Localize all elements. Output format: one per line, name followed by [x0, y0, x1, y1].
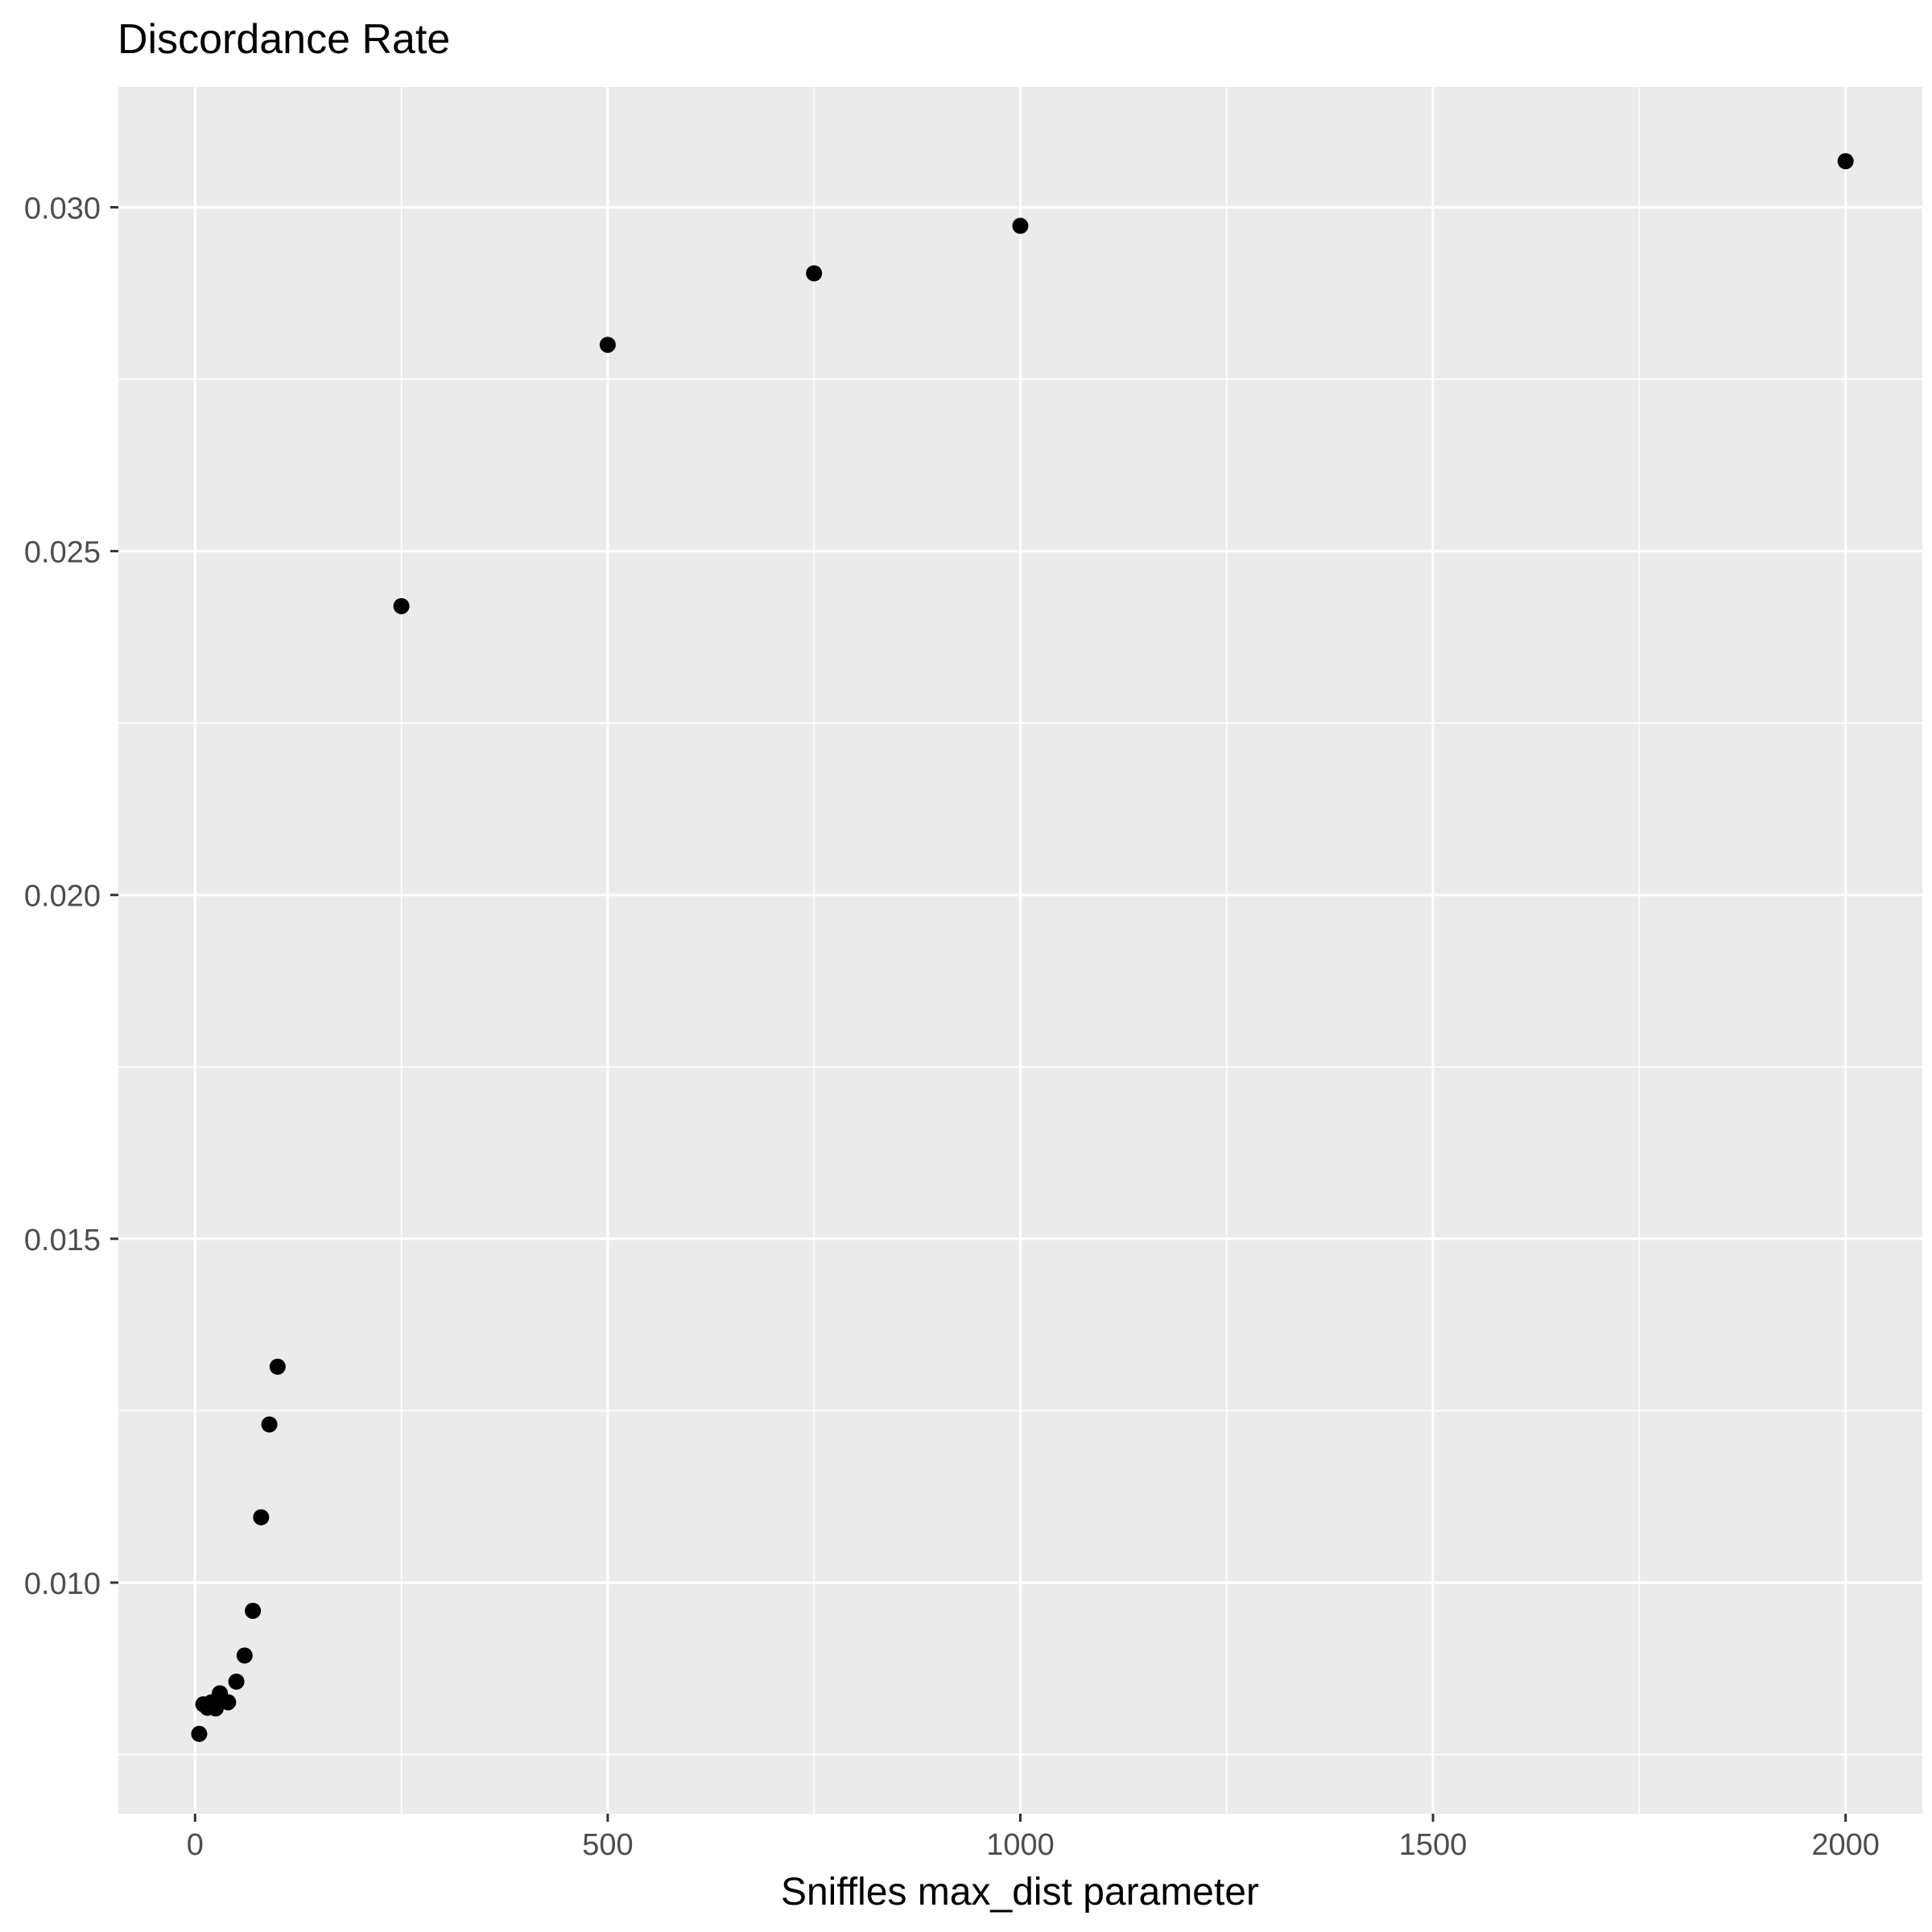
- x-tick-label: 500: [582, 1828, 633, 1862]
- y-tick-label: 0.020: [24, 880, 101, 914]
- y-axis: 0.010 0.015 0.020 0.025 0.030: [24, 192, 118, 1601]
- data-point: [269, 1358, 286, 1375]
- data-point: [1012, 217, 1029, 234]
- chart-title: Discordance Rate: [118, 16, 450, 63]
- y-tick-label: 0.015: [24, 1224, 101, 1257]
- x-tick-label: 1500: [1399, 1828, 1468, 1862]
- data-point: [599, 336, 616, 353]
- data-point: [1837, 153, 1854, 170]
- data-point: [261, 1416, 278, 1433]
- data-point: [806, 265, 823, 282]
- data-point: [220, 1694, 237, 1711]
- x-tick-label: 2000: [1811, 1828, 1880, 1862]
- data-point: [393, 597, 410, 614]
- x-tick-label: 0: [187, 1828, 204, 1862]
- x-axis: 0 500 1000 1500 2000: [187, 1814, 1880, 1862]
- y-tick-label: 0.025: [24, 536, 101, 570]
- x-axis-title: Sniffles max_dist parameter: [781, 1871, 1259, 1913]
- major-gridlines: [118, 87, 1922, 1814]
- data-point: [228, 1673, 245, 1690]
- data-point: [236, 1647, 253, 1664]
- y-tick-label: 0.030: [24, 192, 101, 225]
- data-point: [253, 1509, 270, 1525]
- x-tick-label: 1000: [986, 1828, 1055, 1862]
- data-point: [207, 1700, 224, 1717]
- y-tick-label: 0.010: [24, 1567, 101, 1601]
- data-point: [245, 1602, 262, 1619]
- data-point: [191, 1725, 208, 1742]
- data-points: [191, 153, 1854, 1742]
